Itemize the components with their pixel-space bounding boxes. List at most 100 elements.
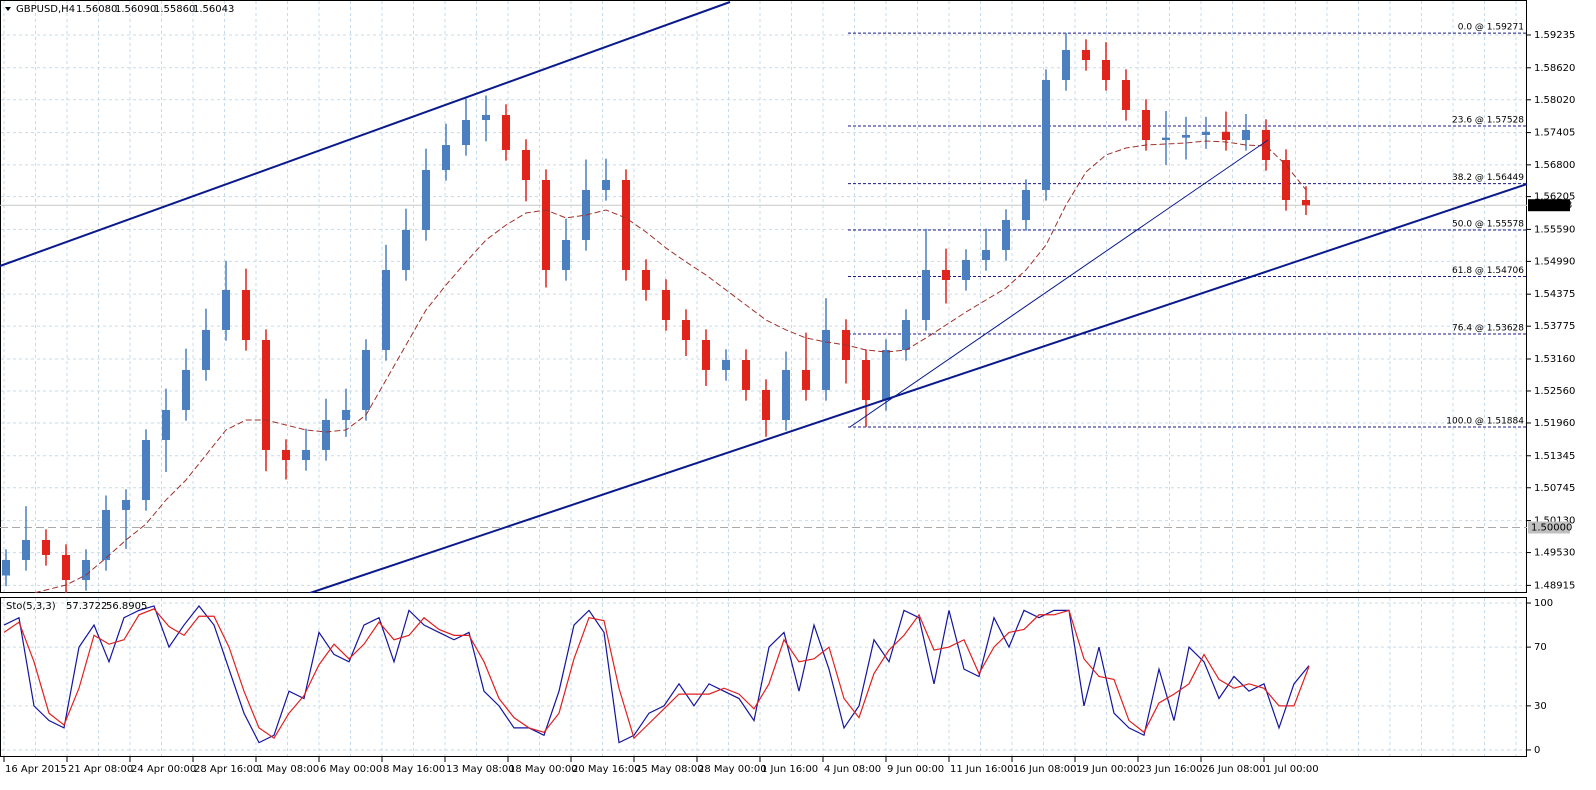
candle-body: [742, 359, 750, 390]
x-tick-label: 26 Jun 08:00: [1202, 764, 1266, 775]
candle-body: [1282, 159, 1290, 200]
symbol-title: GBPUSD,H4: [16, 4, 75, 15]
candle-body: [942, 269, 950, 280]
x-tick-label: 20 May 16:00: [572, 764, 641, 775]
x-tick-label: 1 Jun 16:00: [761, 764, 818, 775]
stochastic-k-readout: 57.3722: [66, 601, 107, 612]
candle-body: [262, 339, 270, 450]
candle-body: [382, 269, 390, 350]
x-tick-label: 8 May 16:00: [383, 764, 445, 775]
candle-body: [542, 179, 550, 270]
candle-body: [562, 239, 570, 270]
stochastic-line: [3, 604, 1310, 744]
candle-body: [1142, 109, 1150, 140]
candle-body: [642, 269, 650, 290]
main-panel: [0, 0, 1527, 593]
candle-body: [142, 439, 150, 500]
candle-body: [202, 329, 210, 370]
last-price-label: 1.56043: [1531, 200, 1572, 211]
last-price-tag: [1528, 199, 1570, 212]
channel-upper: [0, 1, 731, 267]
header-arrow: [5, 7, 11, 11]
candle-body: [482, 114, 490, 120]
candle-body: [362, 349, 370, 410]
y-tick-label: 1.52560: [1534, 386, 1575, 397]
candle-body: [222, 289, 230, 330]
y-tick-label: 1.55590: [1534, 224, 1575, 235]
candle-body: [962, 259, 970, 280]
fib-label: 38.2 @ 1.56449: [1452, 173, 1524, 183]
candle-body: [462, 119, 470, 146]
x-tick-label: 11 Jun 16:00: [950, 764, 1014, 775]
x-tick-label: 1 Jul 00:00: [1265, 764, 1319, 775]
x-tick-label: 28 May 00:00: [698, 764, 767, 775]
x-tick-label: 18 May 00:00: [509, 764, 578, 775]
x-tick-label: 9 Jun 00:00: [887, 764, 944, 775]
fib-label: 76.4 @ 1.53628: [1452, 324, 1524, 334]
candle-body: [322, 419, 330, 450]
candle-body: [682, 319, 690, 340]
drawn-objects: [0, 1, 1527, 593]
candle-body: [1162, 137, 1170, 140]
candle-body: [862, 359, 870, 400]
candle-body: [82, 559, 90, 580]
y-tick-label: 1.53775: [1534, 321, 1575, 332]
candle-body: [1022, 189, 1030, 220]
candle-body: [22, 539, 30, 560]
horizontal-line-tag: [1528, 521, 1570, 534]
candle-body: [662, 289, 670, 320]
x-tick-label: 23 Jun 16:00: [1139, 764, 1203, 775]
x-tick-label: 1 May 08:00: [257, 764, 319, 775]
y-tick-label: 100: [1534, 598, 1553, 609]
y-tick-label: 1.56205: [1534, 192, 1575, 203]
candle-body: [522, 149, 530, 180]
y-tick-label: 30: [1534, 701, 1547, 712]
x-tick-label: 6 May 00:00: [320, 764, 382, 775]
y-tick-label: 1.50745: [1534, 483, 1575, 494]
candle-body: [982, 249, 990, 260]
ohlc-close: 1.56043: [193, 4, 234, 15]
ohlc-open: 1.56080: [76, 4, 117, 15]
candle-body: [102, 509, 110, 560]
y-tick-label: 1.59235: [1534, 30, 1575, 41]
candle-body: [1102, 59, 1110, 80]
x-tick-label: 21 Apr 08:00: [68, 764, 133, 775]
y-tick-label: 0: [1534, 745, 1540, 756]
y-tick-label: 1.58620: [1534, 63, 1575, 74]
candle-body: [342, 409, 350, 420]
fib-label: 0.0 @ 1.59271: [1458, 23, 1524, 33]
ohlc-low: 1.55860: [154, 4, 195, 15]
stochastic-line: [3, 608, 1310, 740]
candle-body: [42, 539, 50, 555]
candle-body: [282, 449, 290, 460]
channel-lower: [309, 183, 1527, 593]
y-tick-label: 1.58020: [1534, 95, 1575, 106]
y-tick-label: 1.56800: [1534, 160, 1575, 171]
overlay-layer: GBPUSD,H4 1.56080 1.56090 1.55860 1.5604…: [3, 4, 1575, 775]
candle-body: [442, 145, 450, 170]
candle-body: [602, 179, 610, 190]
candle-body: [762, 389, 770, 420]
candle-body: [922, 269, 930, 320]
y-tick-label: 1.53160: [1534, 354, 1575, 365]
candle-body: [1042, 79, 1050, 190]
candle-body: [1082, 49, 1090, 60]
candle-body: [302, 449, 310, 460]
stochastic-d-readout: 56.8905: [106, 601, 147, 612]
candle-body: [782, 369, 790, 420]
x-tick-label: 16 Jun 08:00: [1013, 764, 1077, 775]
y-tick-label: 70: [1534, 642, 1547, 653]
candle-body: [882, 349, 890, 400]
candle-body: [502, 114, 510, 150]
y-tick-label: 1.48915: [1534, 580, 1575, 591]
y-tick-label: 1.54990: [1534, 256, 1575, 267]
candle-body: [242, 289, 250, 340]
moving-average: [31, 140, 1307, 593]
fib-label: 23.6 @ 1.57528: [1452, 116, 1524, 126]
horizontal-line-label: 1.50000: [1531, 523, 1572, 534]
candle-body: [162, 409, 170, 440]
candle-body: [1302, 199, 1310, 206]
candle-body: [822, 329, 830, 390]
ohlc-high: 1.56090: [115, 4, 156, 15]
candle-body: [1182, 134, 1190, 138]
